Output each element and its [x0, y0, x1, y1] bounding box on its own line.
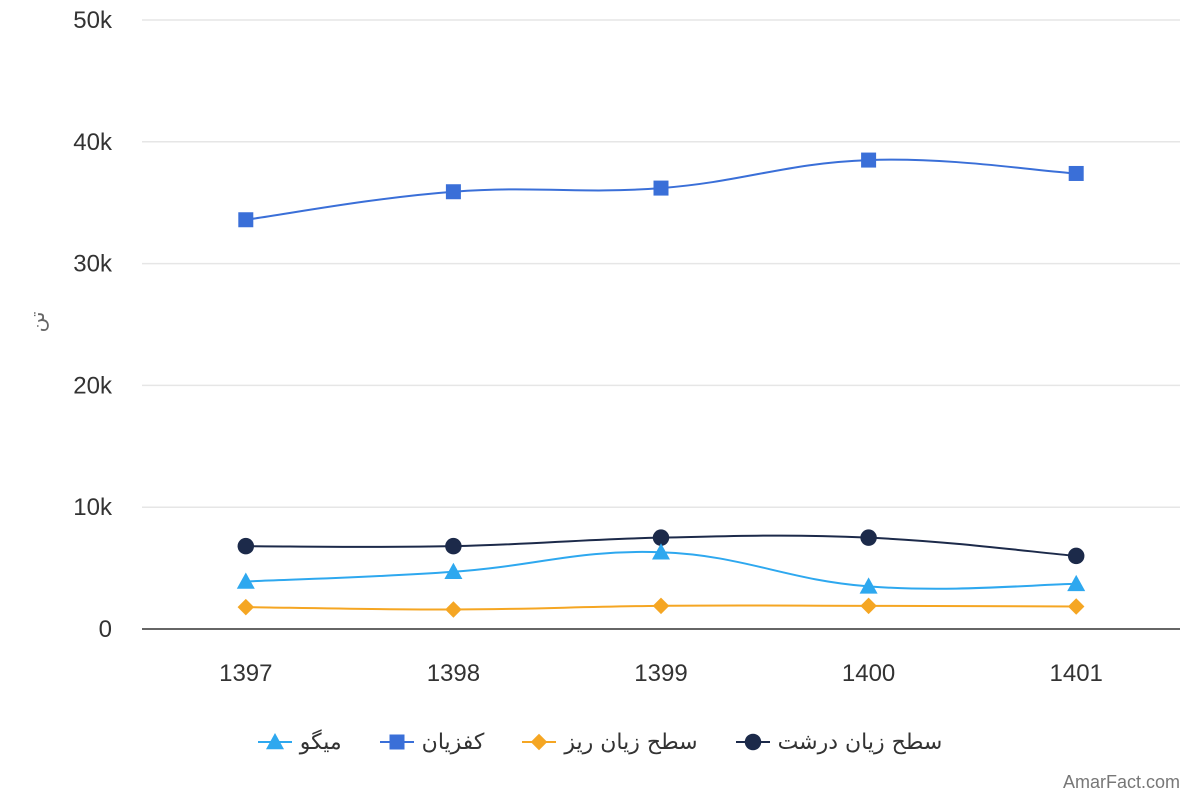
- series-lines: [236, 152, 1086, 618]
- data-point-circle[interactable]: [445, 537, 462, 555]
- x-tick-label: 1399: [634, 660, 687, 687]
- x-tick-label: 1400: [842, 660, 895, 687]
- data-point-diamond[interactable]: [445, 601, 462, 618]
- data-point-diamond[interactable]: [860, 597, 877, 615]
- data-point-diamond[interactable]: [1067, 598, 1085, 615]
- data-point-diamond[interactable]: [237, 598, 255, 616]
- legend-label: میگو: [299, 729, 342, 755]
- x-axis-ticks: 1397 1398 1399 1400 1401: [219, 660, 1103, 687]
- x-tick-label: 1397: [219, 660, 272, 687]
- legend-square-icon: [379, 734, 414, 750]
- legend-triangle-icon: [257, 733, 292, 750]
- legend-item[interactable]: سطح زیان ریز: [522, 729, 698, 755]
- y-tick-label: 20k: [73, 372, 113, 399]
- y-tick-label: 0: [99, 616, 112, 643]
- legend-item[interactable]: کفزیان: [379, 729, 485, 755]
- source-credit: AmarFact.com: [1062, 772, 1180, 792]
- y-tick-label: 10k: [73, 494, 113, 521]
- legend-label: سطح زیان درشت: [777, 729, 943, 755]
- series-square: [238, 152, 1084, 228]
- data-point-triangle[interactable]: [652, 543, 670, 560]
- data-point-square[interactable]: [861, 152, 877, 168]
- data-point-square[interactable]: [445, 184, 461, 200]
- legend-label: سطح زیان ریز: [564, 729, 698, 755]
- series-circle: [237, 529, 1085, 565]
- data-point-square[interactable]: [1068, 165, 1084, 181]
- series-triangle: [236, 543, 1086, 594]
- y-tick-label: 30k: [73, 251, 113, 278]
- y-tick-label: 50k: [73, 7, 113, 34]
- data-point-circle[interactable]: [1067, 547, 1085, 565]
- x-tick-label: 1401: [1050, 660, 1103, 687]
- legend-item[interactable]: میگو: [257, 729, 342, 755]
- data-point-circle[interactable]: [860, 529, 877, 546]
- data-point-triangle[interactable]: [236, 572, 255, 589]
- legend-diamond-icon: [522, 733, 557, 751]
- data-point-triangle[interactable]: [444, 562, 463, 579]
- y-axis-ticks: 0 10k 20k 30k 40k 50k: [73, 7, 113, 643]
- gridlines: [142, 19, 1180, 508]
- legend-circle-icon: [735, 733, 770, 751]
- data-point-diamond[interactable]: [652, 597, 670, 615]
- y-axis-label: تن: [25, 312, 49, 333]
- data-point-triangle[interactable]: [1067, 574, 1086, 592]
- y-tick-label: 40k: [73, 129, 113, 156]
- data-point-circle[interactable]: [237, 537, 255, 555]
- legend-item[interactable]: سطح زیان درشت: [735, 729, 943, 755]
- legend-label: کفزیان: [421, 729, 485, 755]
- data-point-square[interactable]: [653, 180, 669, 196]
- data-point-triangle[interactable]: [859, 577, 878, 594]
- series-diamond: [237, 597, 1085, 618]
- data-point-circle[interactable]: [652, 529, 670, 546]
- legend: سطح زیان درشت سطح زیان ریز کفزیان میگو: [0, 722, 1200, 762]
- data-point-square[interactable]: [238, 212, 254, 228]
- x-tick-label: 1398: [427, 660, 480, 687]
